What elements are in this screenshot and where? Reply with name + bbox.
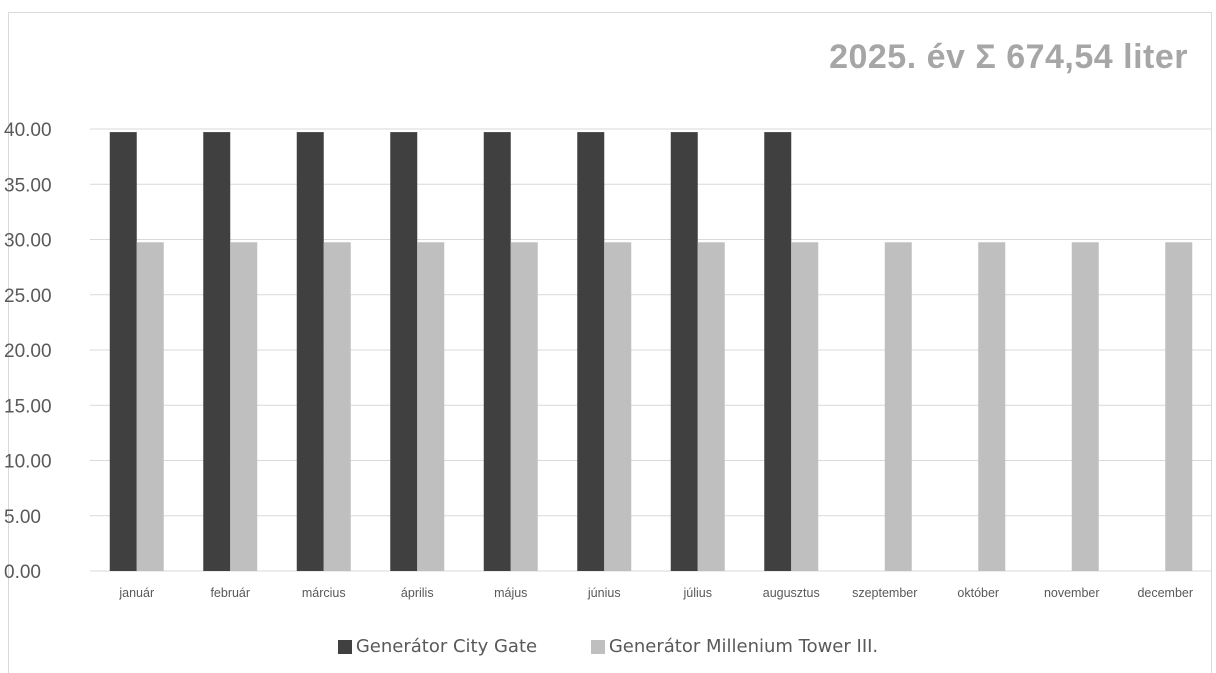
x-tick-label: május (494, 586, 527, 600)
bar-series-1-4 (510, 242, 538, 571)
bar-series-1-2 (323, 242, 351, 571)
y-tick-label: 15.00 (4, 396, 52, 417)
x-tick-label: február (210, 586, 250, 600)
chart-title: 2025. év Σ 674,54 liter (829, 38, 1188, 76)
bar-series-0-3 (390, 132, 418, 571)
bar-series-1-11 (1165, 242, 1193, 571)
bar-series-0-6 (670, 132, 698, 571)
x-tick-label: június (587, 586, 621, 600)
bar-series-1-5 (604, 242, 632, 571)
y-tick-label: 25.00 (4, 286, 52, 307)
bar-series-0-5 (577, 132, 605, 571)
legend-item-series-1: Generátor Millenium Tower III. (590, 636, 879, 657)
legend: Generátor City Gate Generátor Millenium … (0, 636, 1216, 659)
bar-series-1-1 (230, 242, 258, 571)
y-tick-label: 5.00 (4, 507, 41, 528)
bar-series-0-0 (109, 132, 137, 571)
x-tick-label: március (302, 586, 346, 600)
x-tick-label: augusztus (763, 586, 820, 600)
y-tick-label: 35.00 (4, 175, 52, 196)
y-tick-label: 40.00 (4, 120, 52, 141)
bar-series-1-6 (697, 242, 725, 571)
bars (109, 132, 1193, 571)
bar-series-0-7 (764, 132, 792, 571)
bar-series-1-0 (136, 242, 164, 571)
x-tick-label: szeptember (852, 586, 917, 600)
y-tick-label: 20.00 (4, 341, 52, 362)
y-tick-label: 30.00 (4, 231, 52, 252)
x-tick-label: április (401, 586, 434, 600)
legend-swatch-series-1 (590, 639, 605, 654)
y-tick-label: 0.00 (4, 562, 41, 583)
bar-series-1-3 (417, 242, 445, 571)
bar-series-0-1 (203, 132, 231, 571)
bar-series-0-2 (296, 132, 324, 571)
gridlines (90, 128, 1212, 572)
legend-swatch-series-0 (337, 639, 352, 654)
bar-series-0-4 (483, 132, 511, 571)
y-axis-ticks: 0.00 5.00 10.00 15.00 20.00 25.00 30.00 35.00 40… (4, 120, 52, 583)
legend-label-series-0: Generátor City Gate (355, 636, 538, 657)
x-tick-label: január (118, 586, 154, 600)
y-tick-label: 10.00 (4, 452, 52, 473)
legend-label-series-1: Generátor Millenium Tower III. (608, 636, 879, 657)
x-tick-label: december (1137, 586, 1193, 600)
x-tick-label: július (683, 586, 713, 600)
legend-item-series-0: Generátor City Gate (337, 636, 538, 657)
x-tick-label: november (1044, 586, 1100, 600)
bar-series-1-9 (978, 242, 1006, 571)
bar-series-1-8 (884, 242, 912, 571)
bar-series-1-7 (791, 242, 819, 571)
bar-series-1-10 (1071, 242, 1099, 571)
x-tick-label: október (957, 586, 999, 600)
x-axis-ticks: január február március április május június jú… (118, 586, 1193, 600)
